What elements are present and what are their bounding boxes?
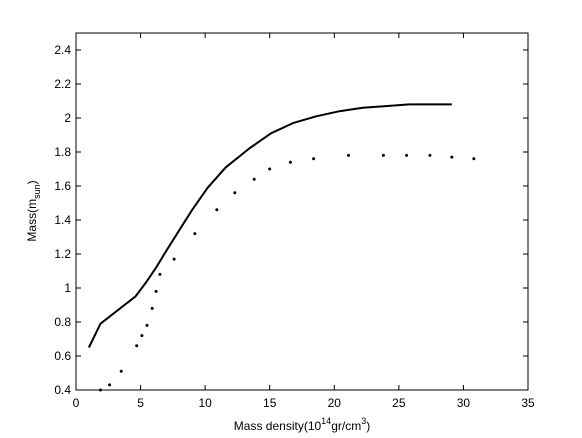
y-tick-label: 1.2: [54, 247, 71, 261]
series-point-dotted: [145, 323, 149, 327]
x-axis-title-post: ): [366, 419, 370, 433]
y-tick-label: 0.6: [54, 349, 71, 363]
series-point-dotted: [450, 155, 454, 159]
x-tick-label: 5: [137, 396, 144, 410]
y-axis-title: Mass(msun): [25, 180, 42, 241]
series-point-dotted: [381, 153, 385, 157]
series-point-dotted: [347, 153, 350, 157]
x-axis-ticks: 0 5 10 15 20 25 30 35: [73, 33, 535, 410]
x-axis-title-unit-exponent: 3: [361, 416, 366, 426]
x-tick-label: 15: [263, 396, 277, 410]
series-point-dotted: [288, 160, 292, 164]
series-point-dotted: [472, 157, 476, 161]
series-point-dotted: [154, 289, 158, 293]
y-axis-title-post: ): [25, 180, 39, 184]
y-tick-label: 2.2: [54, 77, 71, 91]
series-point-dotted: [99, 388, 102, 392]
y-tick-label: 1.4: [54, 213, 71, 227]
series-line-solid: [88, 103, 452, 348]
x-tick-label: 30: [457, 396, 471, 410]
plot-area-frame: [75, 32, 529, 391]
y-axis-title-subscript: sun: [32, 184, 42, 199]
series-point-dotted: [193, 232, 197, 236]
series-point-dotted: [312, 157, 316, 161]
y-tick-label: 2.4: [54, 43, 71, 57]
series-point-dotted: [119, 369, 123, 373]
x-axis-title: Mass density(1014gr/cm3): [234, 416, 370, 433]
series-point-dotted: [150, 306, 154, 310]
y-axis-title-pre: Mass(m: [25, 199, 39, 242]
series-point-dotted: [215, 208, 219, 212]
series-point-dotted: [233, 191, 237, 195]
series-point-dotted: [172, 257, 176, 261]
y-tick-label: 0.4: [54, 383, 71, 397]
x-tick-label: 10: [198, 396, 212, 410]
series-point-dotted: [405, 153, 409, 157]
series-point-dotted: [252, 177, 256, 181]
series-layer: [88, 103, 476, 392]
y-tick-label: 1: [64, 281, 71, 295]
series-point-dotted: [428, 153, 432, 157]
series-point-dotted: [135, 344, 139, 348]
series-point-dotted: [158, 272, 162, 276]
y-tick-label: 2: [64, 111, 71, 125]
x-axis-title-pre: Mass density(10: [234, 419, 322, 433]
y-tick-label: 1.6: [54, 179, 71, 193]
series-point-dotted: [140, 334, 144, 338]
x-tick-label: 0: [73, 396, 80, 410]
x-tick-label: 35: [521, 396, 535, 410]
x-axis-title-mid: gr/cm: [331, 419, 361, 433]
x-tick-label: 20: [328, 396, 342, 410]
y-tick-label: 0.8: [54, 315, 71, 329]
series-point-dotted: [268, 167, 272, 171]
x-tick-label: 25: [392, 396, 406, 410]
y-tick-label: 1.8: [54, 145, 71, 159]
y-axis-ticks: 0.4 0.6 0.8 1 1.2 1.4 1.6 1.8 2 2.2 2.4: [54, 43, 528, 397]
x-axis-title-exponent: 14: [321, 416, 331, 426]
series-point-dotted: [108, 383, 112, 387]
